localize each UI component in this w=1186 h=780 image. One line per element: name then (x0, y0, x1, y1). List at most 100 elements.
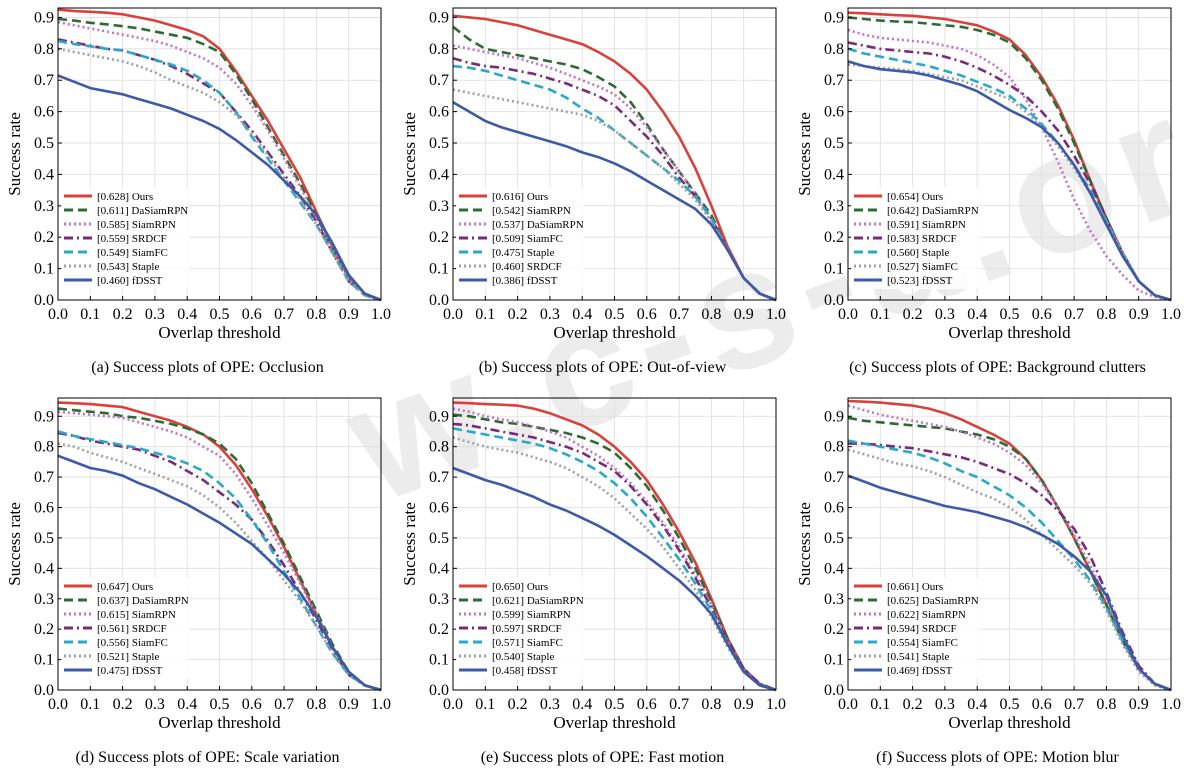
series-line (847, 448, 1172, 692)
x-tick-label: 0.2 (508, 306, 528, 323)
x-tick-label: 0.7 (1064, 306, 1084, 323)
y-axis-label: Success rate (400, 502, 419, 586)
legend-label: [0.625] DaSiamRPN (887, 595, 979, 607)
x-tick-label: 0.2 (113, 696, 133, 713)
y-axis-label: Success rate (795, 112, 814, 196)
success-plot: 0.0 0.1 0.2 0.3 0.4 0.5 0.6 0.7 0.8 0.9 1.0 0.0 0.1 0… (795, 7, 1181, 342)
x-tick-label: 0.5 (1000, 696, 1020, 713)
legend-label: [0.549] SiamFC (97, 247, 168, 259)
legend-label: [0.537] DaSiamRPN (492, 219, 584, 231)
x-axis-label: Overlap threshold (553, 323, 676, 342)
x-tick-label: 0.5 (605, 306, 625, 323)
x-tick-label: 0.4 (572, 696, 592, 713)
y-tick-label: 0.0 (429, 682, 449, 699)
y-tick-label: 0.1 (824, 652, 844, 669)
y-tick-label: 0.9 (429, 408, 449, 425)
legend-label: [0.583] SRDCF (887, 233, 957, 245)
y-tick-label: 0.0 (429, 292, 449, 309)
chart-caption: (c) Success plots of OPE: Background clu… (849, 359, 1146, 376)
x-tick-label: 0.9 (734, 306, 754, 323)
x-tick-label: 0.8 (701, 306, 721, 323)
success-plot: 0.0 0.1 0.2 0.3 0.4 0.5 0.6 0.7 0.8 0.9 1.0 0.0 0.1 0… (795, 397, 1181, 732)
success-plot: 0.0 0.1 0.2 0.3 0.4 0.5 0.6 0.7 0.8 0.9 1.0 0.0 0.1 0… (400, 397, 786, 732)
series-line (452, 436, 777, 692)
x-tick-label: 0.5 (210, 306, 230, 323)
x-tick-label: 0.1 (80, 306, 100, 323)
y-tick-label: 0.6 (824, 500, 844, 517)
x-tick-label: 0.0 (48, 306, 68, 323)
y-tick-label: 0.4 (34, 166, 54, 183)
y-tick-label: 0.8 (824, 439, 844, 456)
x-tick-label: 0.1 (80, 696, 100, 713)
x-tick-label: 0.3 (540, 696, 560, 713)
legend-label: [0.621] DaSiamRPN (492, 595, 584, 607)
legend-label: [0.541] Staple (887, 651, 949, 663)
x-tick-label: 0.3 (935, 306, 955, 323)
x-tick-label: 0.0 (443, 696, 463, 713)
success-plot: 0.0 0.1 0.2 0.3 0.4 0.5 0.6 0.7 0.8 0.9 1.0 0.0 0.1 0… (5, 7, 391, 342)
y-tick-label: 0.3 (429, 198, 449, 215)
y-tick-label: 0.9 (429, 9, 449, 26)
x-tick-label: 0.6 (1032, 306, 1052, 323)
legend-label: [0.622] SiamRPN (887, 609, 966, 621)
series-line (57, 47, 382, 302)
y-tick-label: 0.2 (429, 621, 449, 638)
legend-label: [0.591] SiamRPN (887, 219, 966, 231)
x-tick-label: 1.0 (1161, 306, 1181, 323)
y-tick-label: 0.1 (34, 261, 54, 278)
y-tick-label: 0.4 (824, 560, 844, 577)
x-tick-label: 0.6 (637, 696, 657, 713)
y-tick-label: 0.8 (824, 41, 844, 58)
x-tick-label: 0.3 (935, 696, 955, 713)
y-axis-label: Success rate (5, 112, 24, 196)
y-tick-label: 0.5 (429, 135, 449, 152)
legend-box (61, 577, 189, 679)
x-tick-label: 0.2 (113, 306, 133, 323)
legend-label: [0.597] SRDCF (492, 623, 562, 635)
series-line (452, 466, 777, 692)
y-tick-label: 0.0 (34, 292, 54, 309)
legend-label: [0.585] SiamRPN (97, 219, 176, 231)
x-tick-label: 0.7 (669, 306, 689, 323)
x-tick-label: 0.4 (967, 306, 987, 323)
y-tick-label: 0.0 (34, 682, 54, 699)
y-tick-label: 0.6 (429, 104, 449, 121)
y-tick-label: 0.7 (34, 469, 54, 486)
x-tick-label: 0.1 (870, 306, 890, 323)
x-tick-label: 0.8 (306, 306, 326, 323)
y-tick-label: 0.4 (429, 166, 449, 183)
chart-panel: 0.0 0.1 0.2 0.3 0.4 0.5 0.6 0.7 0.8 0.9 1.0 0.0 0.1 0… (395, 390, 790, 780)
legend-box (851, 187, 979, 289)
legend-label: [0.521] Staple (97, 651, 159, 663)
y-tick-label: 0.1 (429, 652, 449, 669)
y-tick-label: 0.4 (34, 560, 54, 577)
y-tick-label: 0.4 (429, 560, 449, 577)
x-tick-label: 0.7 (274, 306, 294, 323)
x-tick-label: 1.0 (766, 696, 786, 713)
legend-label: [0.460] SRDCF (492, 261, 562, 273)
x-tick-label: 0.7 (1064, 696, 1084, 713)
series-line (847, 404, 1172, 692)
series-line (57, 407, 382, 692)
series-line (452, 422, 777, 692)
x-tick-label: 0.3 (145, 306, 165, 323)
legend-label: [0.458] fDSST (492, 665, 558, 677)
legend-label: [0.561] SRDCF (97, 623, 167, 635)
series-line (452, 101, 777, 302)
y-tick-label: 0.0 (824, 682, 844, 699)
legend-label: [0.509] SiamFC (492, 233, 563, 245)
y-tick-label: 0.3 (429, 591, 449, 608)
legend-label: [0.654] Ours (887, 191, 943, 203)
legend-label: [0.650] Ours (492, 581, 548, 593)
x-tick-label: 1.0 (766, 306, 786, 323)
series-line (452, 407, 777, 692)
x-tick-label: 0.0 (48, 696, 68, 713)
x-tick-label: 0.0 (443, 306, 463, 323)
x-tick-label: 0.6 (637, 306, 657, 323)
y-tick-label: 0.9 (824, 9, 844, 26)
legend-label: [0.615] SiamRPN (97, 609, 176, 621)
x-tick-label: 0.4 (967, 696, 987, 713)
y-tick-label: 0.7 (824, 469, 844, 486)
y-tick-label: 0.6 (429, 500, 449, 517)
series-line (57, 442, 382, 692)
